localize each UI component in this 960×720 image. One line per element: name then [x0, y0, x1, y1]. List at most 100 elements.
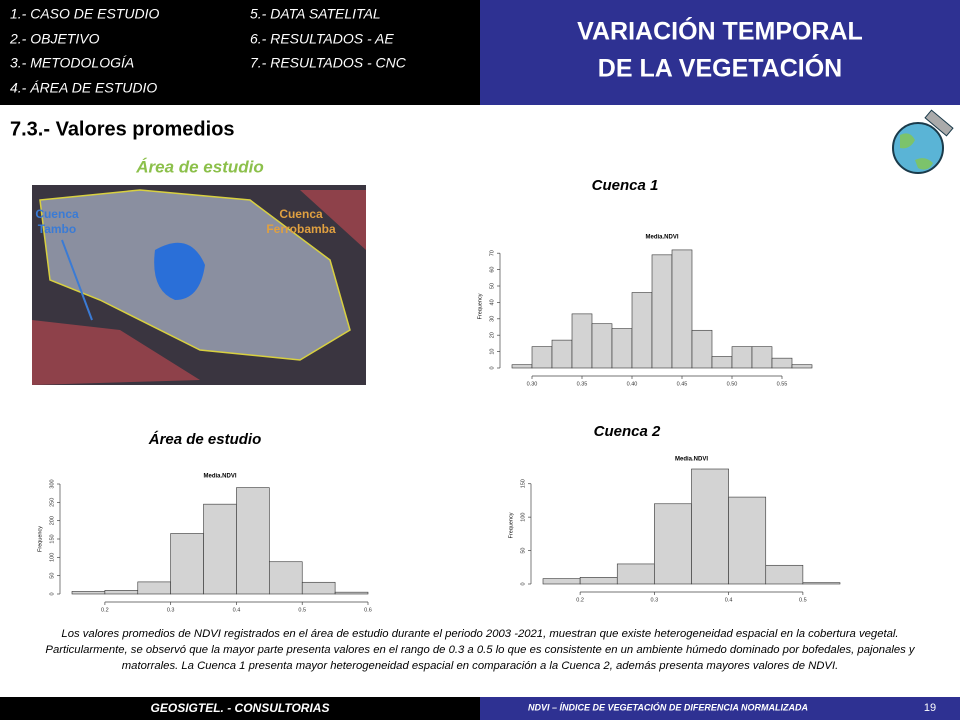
bar	[731, 346, 753, 369]
bar	[579, 577, 618, 585]
y-tick-label: 0	[489, 366, 495, 369]
chart-title: Media.NDVI	[675, 457, 708, 463]
chart-title: Media.NDVI	[645, 235, 678, 241]
bar	[728, 496, 767, 585]
menu-item[interactable]: 6.- RESULTADOS - AE	[250, 31, 394, 47]
bar	[301, 581, 336, 595]
y-tick-label: 100	[520, 513, 526, 522]
bar	[691, 468, 729, 585]
y-tick-label: 150	[49, 534, 55, 543]
bar	[651, 254, 673, 369]
bar	[765, 564, 804, 585]
menu-item[interactable]: 2.- OBJETIVO	[9, 31, 100, 47]
bar	[551, 339, 573, 369]
x-tick-label: 0.3	[651, 597, 659, 603]
y-tick-label: 300	[49, 479, 55, 488]
y-tick-label: 0	[49, 592, 55, 595]
bar	[170, 533, 204, 595]
bar	[571, 313, 593, 369]
x-tick-label: 0.4	[233, 607, 241, 613]
y-tick-label: 30	[489, 316, 495, 322]
y-tick-label: 200	[49, 516, 55, 525]
map-image	[32, 185, 366, 385]
y-tick-label: 10	[489, 349, 495, 355]
bar	[771, 357, 793, 369]
page-number: 19	[924, 702, 936, 714]
slide-title: DE LA VEGETACIÓN	[598, 53, 842, 83]
bar	[631, 292, 653, 369]
chart-title: Media.NDVI	[203, 474, 236, 480]
map-label: Cuenca Tambo	[35, 207, 79, 236]
menu-item[interactable]: 5.- DATA SATELITAL	[250, 6, 381, 22]
paragraph-box: Los valores promedios de NDVI registrado…	[45, 628, 915, 672]
bar	[654, 503, 692, 585]
bar	[269, 561, 303, 595]
bar	[751, 346, 773, 369]
x-tick-label: 0.55	[777, 381, 788, 387]
bar	[71, 591, 106, 595]
bar	[531, 346, 553, 369]
y-tick-label: 70	[489, 250, 495, 256]
y-tick-label: 20	[489, 332, 495, 338]
y-tick-label: 0	[520, 582, 526, 585]
menu-item[interactable]: 3.- METODOLOGÍA	[10, 55, 134, 71]
x-tick-label: 0.4	[725, 597, 733, 603]
x-tick-label: 0.6	[364, 607, 372, 613]
y-tick-label: 40	[489, 299, 495, 305]
y-tick-label: 50	[49, 573, 55, 579]
footer-right-bg	[480, 697, 960, 720]
map-label: Cuenca Ferrobamba	[266, 207, 336, 236]
bar	[671, 249, 693, 369]
y-tick-label: 100	[49, 553, 55, 562]
bar	[611, 328, 633, 369]
y-axis-label: Frequency	[508, 512, 514, 538]
section-title: 7.3.- Valores promedios	[10, 118, 235, 140]
bar	[591, 323, 613, 369]
chart-heading: Cuenca 2	[594, 423, 661, 440]
x-tick-label: 0.50	[727, 381, 738, 387]
y-tick-label: 250	[49, 498, 55, 507]
x-tick-label: 0.40	[627, 381, 638, 387]
menu-item[interactable]: 4.- ÁREA DE ESTUDIO	[10, 80, 157, 96]
title-bg	[480, 0, 960, 105]
globe-icon	[892, 109, 954, 174]
bar	[236, 487, 270, 595]
y-tick-label: 60	[489, 267, 495, 273]
bar	[616, 563, 655, 585]
x-tick-label: 0.5	[799, 597, 807, 603]
bar	[104, 590, 139, 595]
paragraph: Los valores promedios de NDVI registrado…	[45, 628, 915, 672]
menu-bg	[0, 0, 480, 105]
slide-title: VARIACIÓN TEMPORAL	[577, 16, 863, 46]
x-tick-label: 0.35	[577, 381, 588, 387]
bar	[691, 329, 713, 369]
chart-heading: Cuenca 1	[592, 177, 659, 194]
y-tick-label: 150	[520, 479, 526, 488]
x-tick-label: 0.45	[677, 381, 688, 387]
menu-item[interactable]: 1.- CASO DE ESTUDIO	[10, 6, 159, 22]
x-tick-label: 0.2	[576, 597, 584, 603]
x-tick-label: 0.30	[527, 381, 538, 387]
x-tick-label: 0.3	[167, 607, 175, 613]
menu-item[interactable]: 7.- RESULTADOS - CNC	[250, 55, 407, 71]
bar	[137, 581, 171, 595]
bar	[802, 582, 841, 585]
footer-left-bg	[0, 697, 480, 720]
y-axis-label: Frequency	[37, 526, 43, 552]
bar	[542, 578, 581, 585]
bar	[203, 503, 237, 595]
x-tick-label: 0.5	[298, 607, 306, 613]
map-heading: Área de estudio	[135, 157, 264, 176]
y-tick-label: 50	[520, 548, 526, 554]
bar	[791, 364, 813, 369]
bar	[334, 591, 369, 595]
y-tick-label: 50	[489, 283, 495, 289]
footer-right: NDVI – ÍNDICE DE VEGETACIÓN DE DIFERENCI…	[528, 701, 808, 712]
x-tick-label: 0.2	[101, 607, 109, 613]
footer-left: GEOSIGTEL. - CONSULTORIAS	[151, 701, 330, 715]
bar	[711, 356, 733, 369]
bar	[511, 364, 533, 369]
chart-heading: Área de estudio	[148, 431, 262, 448]
y-axis-label: Frequency	[477, 293, 483, 319]
